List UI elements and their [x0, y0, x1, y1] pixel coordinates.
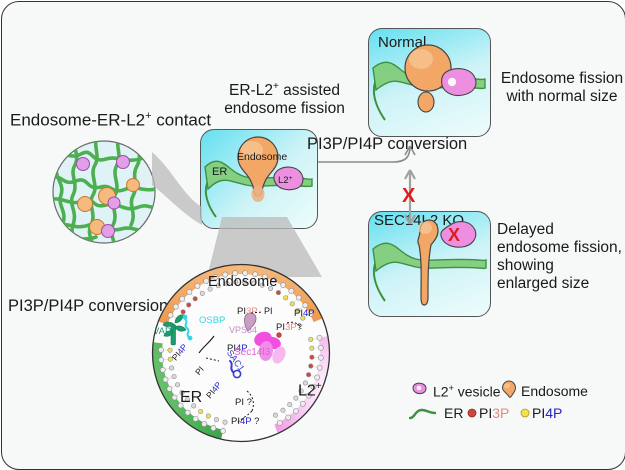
svg-text:PI4P ?: PI4P ?	[231, 416, 259, 427]
svg-text:PI ?: PI ?	[235, 397, 252, 408]
svg-text:Endosome: Endosome	[237, 151, 287, 163]
svg-text:X: X	[402, 185, 416, 207]
svg-text:PI: PI	[264, 306, 273, 316]
svg-text:PI3P?: PI3P?	[276, 322, 302, 333]
svg-text:VPS34: VPS34	[229, 325, 257, 335]
svg-text:OSBP: OSBP	[199, 315, 225, 326]
svg-text:ER: ER	[212, 166, 227, 178]
svg-text:PI3P: PI3P	[237, 306, 258, 317]
svg-text:PI4P: PI4P	[294, 308, 315, 319]
svg-text:X: X	[448, 225, 460, 245]
